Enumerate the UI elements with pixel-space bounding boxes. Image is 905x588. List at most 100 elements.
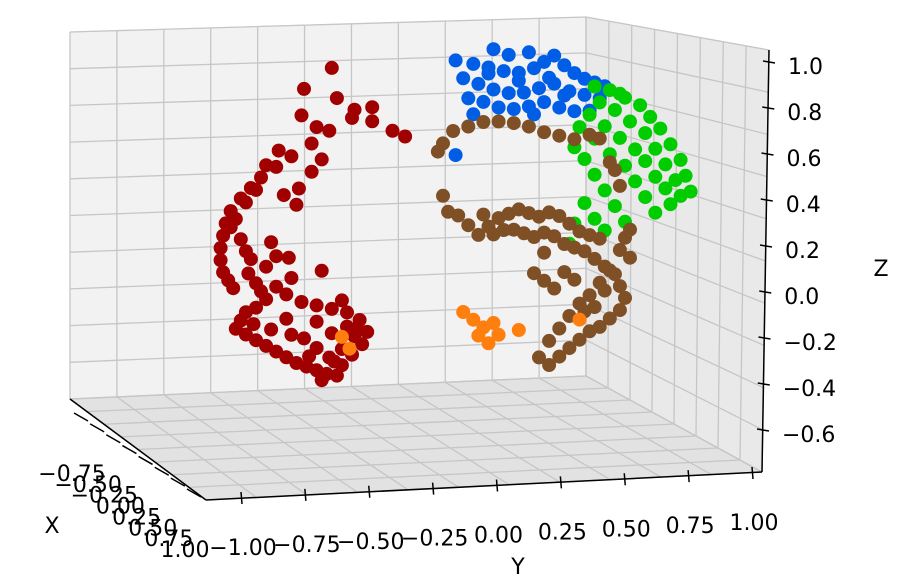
data-point [668,173,683,188]
data-point [607,103,622,117]
y-tick-label: 0.00 [474,524,523,549]
data-point [294,108,309,123]
data-point [532,350,546,365]
data-point [264,235,279,250]
data-point [249,182,263,197]
data-point [365,100,380,115]
data-point [628,174,643,189]
data-point [456,71,471,86]
y-axis-line [205,471,763,501]
data-point [496,223,511,237]
data-point [628,142,643,157]
data-points [213,42,698,388]
data-point [602,263,617,278]
data-point [673,188,688,203]
data-point [284,271,299,285]
data-point [547,229,562,244]
data-point [612,279,627,294]
data-point [638,190,653,205]
data-point [324,301,339,316]
gridline [103,399,631,425]
data-point [567,132,582,147]
data-point [471,76,486,91]
x-tick [186,488,202,498]
data-point [521,45,536,60]
x-tick-label: −0.50 [54,473,121,498]
z-tick [761,152,774,156]
data-point [527,107,541,122]
x-tick-label: −0.75 [38,462,105,487]
x-tick-label: −0.25 [71,484,138,509]
data-point [322,123,337,138]
data-point [486,82,501,97]
gridline [69,375,587,400]
data-point [547,281,562,296]
x-tick-label: 0.50 [128,516,177,541]
data-point [673,152,688,167]
data-point [658,157,673,172]
data-point [302,349,317,364]
y-tick-label: −0.25 [401,527,468,552]
data-point [597,119,612,134]
x-tick [89,423,105,433]
data-point [254,170,268,185]
data-point [314,152,329,167]
data-point [582,324,597,339]
gridline [69,16,587,33]
data-point [304,136,319,151]
data-point [577,196,592,211]
data-point [516,85,531,100]
data-point [238,195,253,210]
data-point [537,245,552,260]
data-point [246,317,261,332]
data-point [481,336,496,351]
z-axis-line [761,49,770,473]
data-point [289,197,304,212]
z-tick [758,336,771,340]
data-point [592,231,607,246]
data-point [446,124,461,138]
data-point [511,73,526,88]
data-point [587,167,602,182]
data-point [577,244,592,259]
data-point [592,131,607,146]
gridline [69,267,587,290]
y-tick-label: 0.75 [666,514,715,539]
data-point [297,331,311,346]
y-tick [240,491,243,505]
z-tick [762,106,775,110]
data-point [552,100,567,115]
data-point [607,199,622,214]
y-tick [304,488,307,501]
y-axis-label: Y [510,555,525,580]
data-point [466,107,481,122]
gridline [695,37,702,437]
data-point [279,311,294,326]
axis-ticks [73,60,776,505]
data-point [451,208,466,223]
gridline [171,447,719,476]
data-point [612,243,627,257]
data-point [521,119,536,134]
data-point [243,252,258,267]
data-point [572,120,587,135]
data-point [471,328,486,343]
data-point [486,42,501,57]
z-tick [759,290,772,294]
data-point [213,253,228,268]
data-point [562,341,577,356]
y-tick [559,476,563,489]
y-tick-label: −0.75 [273,533,340,558]
data-point [436,188,450,203]
data-point [476,115,491,129]
z-tick [760,198,773,202]
data-point [648,205,663,220]
data-point [398,129,413,144]
data-point [602,311,617,326]
data-point [537,54,552,69]
x-tick-label: 1.00 [161,538,210,563]
z-tick [759,244,773,248]
data-point [658,181,673,196]
z-tick-label: 0.2 [785,239,820,264]
data-point [350,321,365,336]
